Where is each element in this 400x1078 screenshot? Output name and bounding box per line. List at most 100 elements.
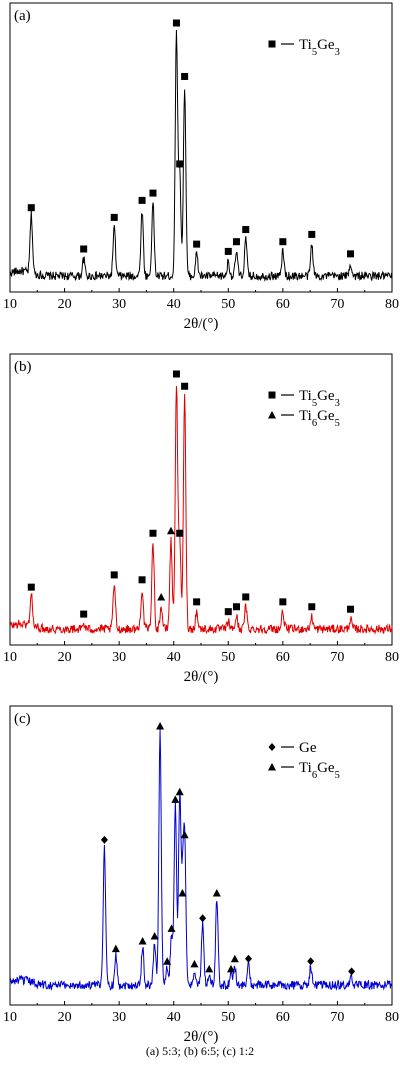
square-peak-marker xyxy=(27,204,35,212)
triangle-peak-marker xyxy=(163,957,172,965)
square-peak-marker xyxy=(181,72,189,80)
square-peak-marker xyxy=(347,605,355,613)
x-tick-label: 80 xyxy=(385,1010,399,1025)
triangle-peak-marker xyxy=(156,722,165,730)
square-peak-marker xyxy=(149,189,157,197)
legend-triangle-marker xyxy=(268,763,276,771)
panel-label: (a) xyxy=(14,8,31,24)
square-peak-marker xyxy=(193,240,201,248)
triangle-peak-marker xyxy=(150,931,159,940)
square-peak-marker xyxy=(242,593,250,601)
triangle-peak-marker xyxy=(227,964,236,973)
x-tick-label: 10 xyxy=(3,650,17,665)
legend-label: Ge xyxy=(299,740,317,756)
x-tick-label: 20 xyxy=(58,650,72,665)
square-peak-marker xyxy=(149,529,157,537)
x-tick-label: 40 xyxy=(167,650,181,665)
square-peak-marker xyxy=(176,529,184,537)
square-peak-marker xyxy=(224,247,232,255)
diamond-peak-marker xyxy=(199,914,207,923)
triangle-peak-marker xyxy=(111,944,120,953)
panel-label: (c) xyxy=(14,711,31,727)
square-peak-marker xyxy=(80,610,88,618)
diamond-peak-marker xyxy=(244,954,252,963)
square-peak-marker xyxy=(193,598,201,606)
panel-c: 10 20 30 40 50 60 70 80 2θ/(°) (c) Ge Ti6Ge5 xyxy=(3,705,399,1045)
panel-a: 10 20 30 40 50 60 70 80 2θ/(°) (a) Ti5Ge3 xyxy=(3,2,399,332)
triangle-peak-marker xyxy=(138,937,147,945)
diamond-peak-marker xyxy=(100,835,108,844)
triangle-peak-marker xyxy=(171,795,180,803)
square-peak-marker xyxy=(232,238,240,246)
square-peak-marker xyxy=(27,583,35,591)
x-tick-label: 20 xyxy=(58,1010,72,1025)
triangle-peak-marker xyxy=(180,830,189,839)
legend-label: Ti6Ge5 xyxy=(299,408,340,429)
square-peak-marker xyxy=(279,238,287,246)
square-peak-marker xyxy=(242,226,250,234)
triangle-peak-marker xyxy=(157,592,166,601)
x-tick-label: 30 xyxy=(112,650,126,665)
square-peak-marker xyxy=(347,250,355,258)
triangle-peak-marker xyxy=(175,787,184,796)
x-tick-label: 60 xyxy=(276,650,290,665)
x-tick-label: 70 xyxy=(330,1010,344,1025)
triangle-peak-marker xyxy=(166,526,175,535)
legend-triangle-marker xyxy=(268,411,276,419)
legend-label: Ti5Ge3 xyxy=(299,37,340,58)
square-peak-marker xyxy=(172,19,180,27)
diamond-peak-marker xyxy=(348,967,356,976)
square-peak-marker xyxy=(138,576,146,584)
square-peak-marker xyxy=(279,598,287,606)
x-axis-label: 2θ/(°) xyxy=(184,316,219,332)
legend-square-marker xyxy=(268,391,276,399)
square-peak-marker xyxy=(80,245,88,253)
legend-diamond-marker xyxy=(268,743,276,751)
diamond-peak-marker xyxy=(307,957,315,966)
x-axis-label: 2θ/(°) xyxy=(184,1029,219,1045)
x-tick-label: 60 xyxy=(276,1010,290,1025)
xrd-trace xyxy=(9,729,393,991)
triangle-peak-marker xyxy=(190,959,199,968)
square-peak-marker xyxy=(232,603,240,611)
square-peak-marker xyxy=(110,213,118,221)
x-tick-label: 10 xyxy=(3,1010,17,1025)
x-tick-label: 50 xyxy=(221,297,235,312)
square-peak-marker xyxy=(172,370,180,378)
square-peak-marker xyxy=(110,571,118,579)
x-tick-label: 80 xyxy=(385,650,399,665)
xrd-trace xyxy=(9,386,393,635)
figure-caption: (a) 5:3; (b) 6:5; (c) 1:2 xyxy=(145,1044,255,1058)
x-tick-label: 30 xyxy=(112,1010,126,1025)
x-tick-label: 50 xyxy=(221,650,235,665)
square-peak-marker xyxy=(138,196,146,204)
triangle-peak-marker xyxy=(230,954,239,963)
triangle-peak-marker xyxy=(212,888,221,897)
x-tick-label: 60 xyxy=(276,297,290,312)
square-peak-marker xyxy=(308,603,316,611)
x-axis-label: 2θ/(°) xyxy=(184,669,219,685)
x-tick-label: 70 xyxy=(330,650,344,665)
triangle-peak-marker xyxy=(205,964,214,973)
x-tick-label: 30 xyxy=(112,297,126,312)
legend-square-marker xyxy=(268,40,276,48)
x-tick-label: 40 xyxy=(167,297,181,312)
panel-label: (b) xyxy=(14,359,32,375)
square-peak-marker xyxy=(308,230,316,238)
x-tick-label: 10 xyxy=(3,297,17,312)
xrd-trace xyxy=(9,29,393,283)
triangle-peak-marker xyxy=(167,924,176,932)
x-tick-label: 70 xyxy=(330,297,344,312)
square-peak-marker xyxy=(176,160,184,168)
x-tick-label: 20 xyxy=(58,297,72,312)
triangle-peak-marker xyxy=(178,888,187,897)
x-tick-label: 50 xyxy=(221,1010,235,1025)
legend-label: Ti5Ge3 xyxy=(299,388,340,409)
x-tick-label: 80 xyxy=(385,297,399,312)
legend-label: Ti6Ge5 xyxy=(299,760,340,781)
x-tick-label: 40 xyxy=(167,1010,181,1025)
square-peak-marker xyxy=(181,382,189,390)
square-peak-marker xyxy=(224,608,232,616)
